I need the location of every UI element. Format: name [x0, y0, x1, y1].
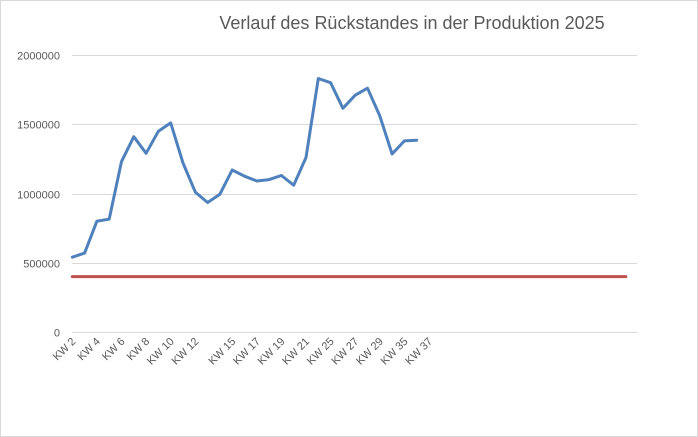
gridlines — [72, 55, 637, 333]
chart-title: Verlauf des Rückstandes in der Produktio… — [219, 13, 604, 33]
y-tick-label: 500000 — [23, 259, 60, 271]
x-tick-label: KW 12 — [170, 336, 202, 368]
x-tick-label: KW 4 — [76, 336, 104, 364]
y-tick-label: 0 — [54, 328, 60, 340]
x-tick-label: KW 6 — [100, 336, 128, 364]
series-line-0 — [70, 77, 419, 259]
y-axis-ticks: 0 500000 1000000 1500000 2000000 — [17, 51, 60, 340]
x-tick-label: KW 37 — [403, 336, 435, 368]
x-tick-label: KW 2 — [51, 336, 79, 364]
series-lines — [70, 77, 628, 279]
y-tick-label: 1000000 — [17, 190, 60, 202]
y-tick-label: 2000000 — [17, 51, 60, 63]
y-tick-label: 1500000 — [17, 120, 60, 132]
